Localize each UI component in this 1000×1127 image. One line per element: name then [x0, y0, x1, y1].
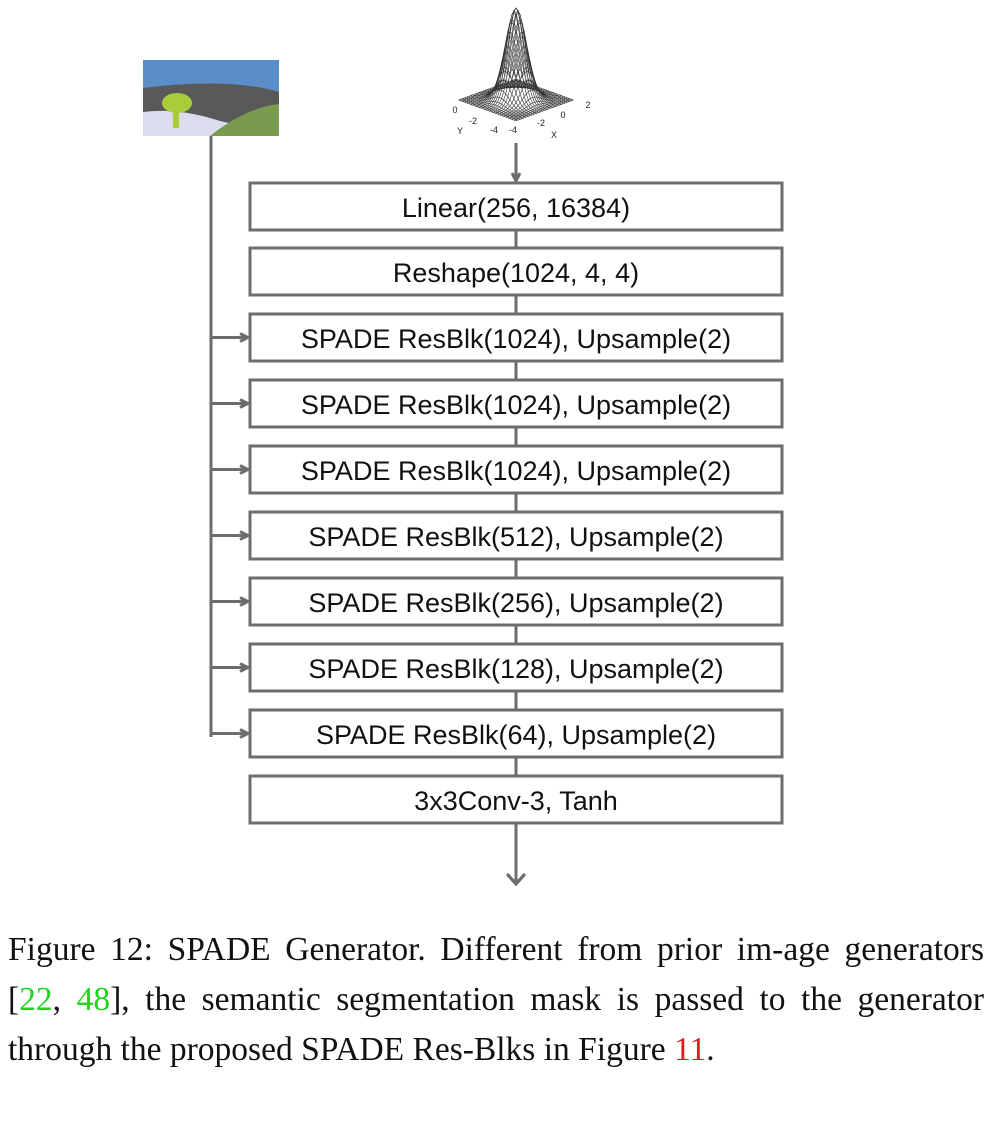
surface-gridline — [495, 45, 554, 108]
citation-link-48[interactable]: 48 — [76, 981, 111, 1018]
block-label: SPADE ResBlk(1024), Upsample(2) — [301, 324, 731, 354]
surface-gridline — [468, 96, 527, 118]
surface-gridline — [470, 95, 529, 117]
mask-hill — [210, 104, 279, 136]
surface-gridline — [513, 79, 572, 101]
figure-link-11[interactable]: 11 — [673, 1031, 707, 1068]
x-tick-1: -2 — [537, 118, 545, 128]
surface-gridline — [515, 78, 574, 101]
segmentation-mask-thumbnail — [143, 60, 279, 136]
surface-gridline — [501, 89, 560, 116]
surface-gridline — [462, 98, 521, 120]
block-spade-resblk-1024-a: SPADE ResBlk(1024), Upsample(2) — [248, 312, 784, 363]
surface-gridline — [507, 81, 566, 104]
block-spade-resblk-128: SPADE ResBlk(128), Upsample(2) — [248, 642, 784, 693]
block-reshape: Reshape(1024, 4, 4) — [248, 246, 784, 297]
y-tick-0: 0 — [452, 105, 457, 115]
surface-gridline — [489, 10, 548, 110]
mask-input-arrows — [211, 338, 248, 734]
block-conv-tanh: 3x3Conv-3, Tanh — [248, 774, 784, 825]
gaussian-noise-surface-plot — [458, 7, 574, 122]
block-spade-resblk-1024-b: SPADE ResBlk(1024), Upsample(2) — [248, 378, 784, 429]
block-spade-resblk-64: SPADE ResBlk(64), Upsample(2) — [248, 708, 784, 759]
surface-gridline — [478, 51, 537, 114]
surface-gridline — [487, 7, 545, 111]
x-tick-0: -4 — [509, 125, 517, 135]
block-label: Reshape(1024, 4, 4) — [393, 258, 639, 288]
caption-suffix: . — [706, 1031, 715, 1068]
caption-middle: ], the semantic segmentation mask is pas… — [8, 981, 985, 1068]
block-linear: Linear(256, 16384) — [248, 181, 784, 232]
block-spade-resblk-256: SPADE ResBlk(256), Upsample(2) — [248, 576, 784, 627]
block-spade-resblk-512: SPADE ResBlk(512), Upsample(2) — [248, 510, 784, 561]
gaussian-plot-axes: 0 -2 -4 Y -4 -2 0 2 X — [452, 100, 590, 140]
surface-gridline — [493, 31, 552, 109]
mask-tree — [162, 93, 192, 128]
caption-separator: , — [52, 981, 77, 1018]
citation-link-22[interactable]: 22 — [19, 981, 53, 1018]
surface-gridline — [485, 11, 543, 112]
surface-gridline — [474, 79, 533, 116]
surface-gridline — [476, 66, 535, 115]
block-label: 3x3Conv-3, Tanh — [414, 786, 618, 816]
block-label: SPADE ResBlk(256), Upsample(2) — [308, 588, 723, 618]
surface-gridline — [458, 99, 517, 122]
block-label: SPADE ResBlk(1024), Upsample(2) — [301, 456, 731, 486]
generator-blocks: Linear(256, 16384) Reshape(1024, 4, 4) S… — [248, 181, 784, 825]
surface-gridline — [505, 82, 564, 104]
surface-gridline — [466, 96, 525, 119]
x-tick-3: 2 — [585, 100, 590, 110]
y-tick-2: -4 — [490, 125, 498, 135]
block-label: SPADE ResBlk(128), Upsample(2) — [308, 654, 723, 684]
y-axis-label: Y — [457, 126, 463, 136]
surface-gridline — [501, 79, 560, 106]
x-axis-label: X — [551, 130, 557, 140]
surface-gridline — [497, 59, 556, 107]
block-label: SPADE ResBlk(64), Upsample(2) — [316, 720, 716, 750]
block-label: SPADE ResBlk(1024), Upsample(2) — [301, 390, 731, 420]
block-spade-resblk-1024-c: SPADE ResBlk(1024), Upsample(2) — [248, 444, 784, 495]
x-tick-2: 0 — [560, 110, 565, 120]
caption-prefix: Figure 12: SPADE Generator. Different fr… — [8, 931, 984, 1018]
surface-gridline — [460, 99, 519, 121]
block-label: SPADE ResBlk(512), Upsample(2) — [308, 522, 723, 552]
block-label: Linear(256, 16384) — [402, 193, 630, 223]
y-tick-1: -2 — [469, 116, 477, 126]
surface-gridline — [472, 79, 531, 106]
figure-caption: Figure 12: SPADE Generator. Different fr… — [8, 925, 984, 1075]
surface-gridline — [472, 89, 531, 116]
surface-gridline — [491, 18, 550, 110]
surface-gridline — [464, 97, 523, 119]
spade-generator-diagram: 0 -2 -4 Y -4 -2 0 2 X Linear(256, 16384)… — [143, 7, 784, 887]
